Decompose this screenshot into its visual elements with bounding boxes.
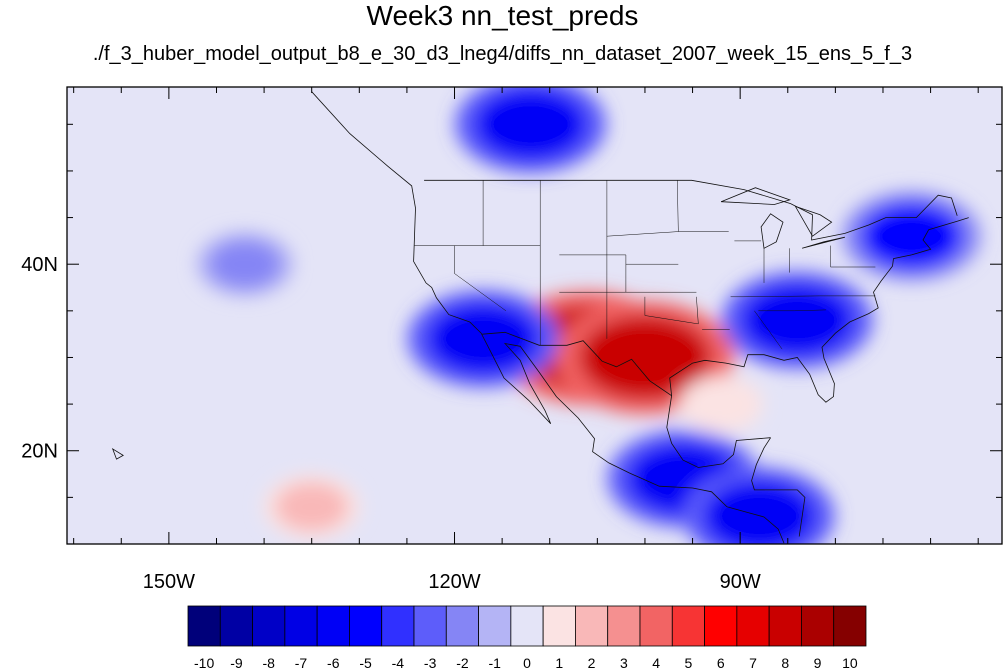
- coastline-and-borders: [111, 91, 969, 544]
- great-lake-outline: [720, 187, 791, 205]
- x-tick-label: 120W: [428, 571, 480, 593]
- colorbar-swatch: [349, 605, 383, 647]
- colorbar-label: -8: [262, 655, 275, 671]
- anomaly-core: [741, 284, 854, 357]
- colorbar-label: -10: [194, 655, 214, 671]
- chart-title: Week3 nn_test_preds: [366, 0, 639, 31]
- colorbar-swatch: [801, 605, 835, 647]
- anomaly-core: [690, 383, 753, 426]
- colorbar-label: -2: [456, 655, 469, 671]
- colorbar-label: 1: [555, 655, 563, 671]
- anomaly-core: [578, 315, 711, 400]
- great-lake-outline: [760, 213, 784, 249]
- map-axes: 150W 120W 90W 20N 40N: [21, 86, 1003, 593]
- colorbar-label: -5: [359, 655, 372, 671]
- chart-subtitle: ./f_3_huber_model_output_b8_e_30_d3_lneg…: [92, 43, 913, 65]
- colorbar-label: -9: [230, 655, 243, 671]
- colorbar-label: 7: [749, 655, 757, 671]
- anomaly-field: [67, 87, 1002, 544]
- plot-frame: [66, 86, 1003, 545]
- y-tick-label: 40N: [21, 254, 58, 276]
- colorbar-swatch: [639, 605, 673, 647]
- colorbar-swatch: [413, 605, 447, 647]
- colorbar-label: 6: [717, 655, 725, 671]
- colorbar-label: -1: [488, 655, 501, 671]
- colorbar-swatch: [736, 605, 770, 647]
- colorbar-swatch: [704, 605, 738, 647]
- anomaly-core: [275, 482, 348, 531]
- anomaly-core: [209, 240, 282, 289]
- state-border: [454, 245, 507, 312]
- colorbar-swatch: [542, 605, 576, 647]
- colorbar-swatch: [445, 605, 479, 647]
- colorbar-swatch: [510, 605, 544, 647]
- us-canada-border: [424, 179, 958, 241]
- colorbar-label: 9: [814, 655, 822, 671]
- colorbar-label: 3: [620, 655, 628, 671]
- great-lake-outline: [801, 236, 846, 249]
- colorbar-swatch: [284, 605, 318, 647]
- x-tick-label: 150W: [143, 571, 195, 593]
- colorbar-swatch: [316, 605, 350, 647]
- colorbar-swatch: [607, 605, 641, 647]
- great-lake-outline: [794, 205, 833, 237]
- state-border: [830, 245, 876, 268]
- colorbar-swatch: [671, 605, 705, 647]
- anomaly-core: [474, 88, 587, 161]
- caribbean-coastline: [751, 437, 806, 537]
- colorbar: -10 -9 -8 -7 -6 -5 -4 -3 -2 -1 0 1 2 3 4 5 6 7 8 9 10: [187, 605, 867, 671]
- colorbar-label: 5: [685, 655, 693, 671]
- state-border: [644, 296, 699, 325]
- colorbar-swatch: [768, 605, 802, 647]
- colorbar-label: 10: [842, 655, 858, 671]
- state-border: [730, 295, 876, 298]
- colorbar-label: -4: [392, 655, 405, 671]
- colorbar-swatch: [219, 605, 253, 647]
- anomaly-core: [860, 203, 963, 270]
- colorbar-label: -7: [295, 655, 308, 671]
- atlantic-coastline: [666, 217, 969, 468]
- state-border: [758, 309, 826, 312]
- colorbar-swatch: [575, 605, 609, 647]
- colorbar-label: -6: [327, 655, 340, 671]
- colorbar-label: -3: [424, 655, 437, 671]
- colorbar-label: 4: [652, 655, 660, 671]
- colorbar-label: 0: [523, 655, 531, 671]
- colorbar-swatch: [187, 605, 221, 647]
- colorbar-swatch: [252, 605, 286, 647]
- state-border: [754, 310, 783, 350]
- y-tick-label: 20N: [21, 441, 58, 463]
- anomaly-core: [427, 302, 540, 375]
- colorbar-swatch: [833, 605, 867, 647]
- us-mexico-border: [482, 331, 672, 397]
- anomaly-core: [703, 480, 816, 544]
- pacific-coastline: [311, 91, 785, 544]
- colorbar-label: 8: [781, 655, 789, 671]
- hawaii-outline: [111, 447, 124, 460]
- colorbar-swatch: [381, 605, 415, 647]
- colorbar-swatch: [478, 605, 512, 647]
- x-tick-label: 90W: [720, 571, 761, 593]
- colorbar-label: 2: [588, 655, 596, 671]
